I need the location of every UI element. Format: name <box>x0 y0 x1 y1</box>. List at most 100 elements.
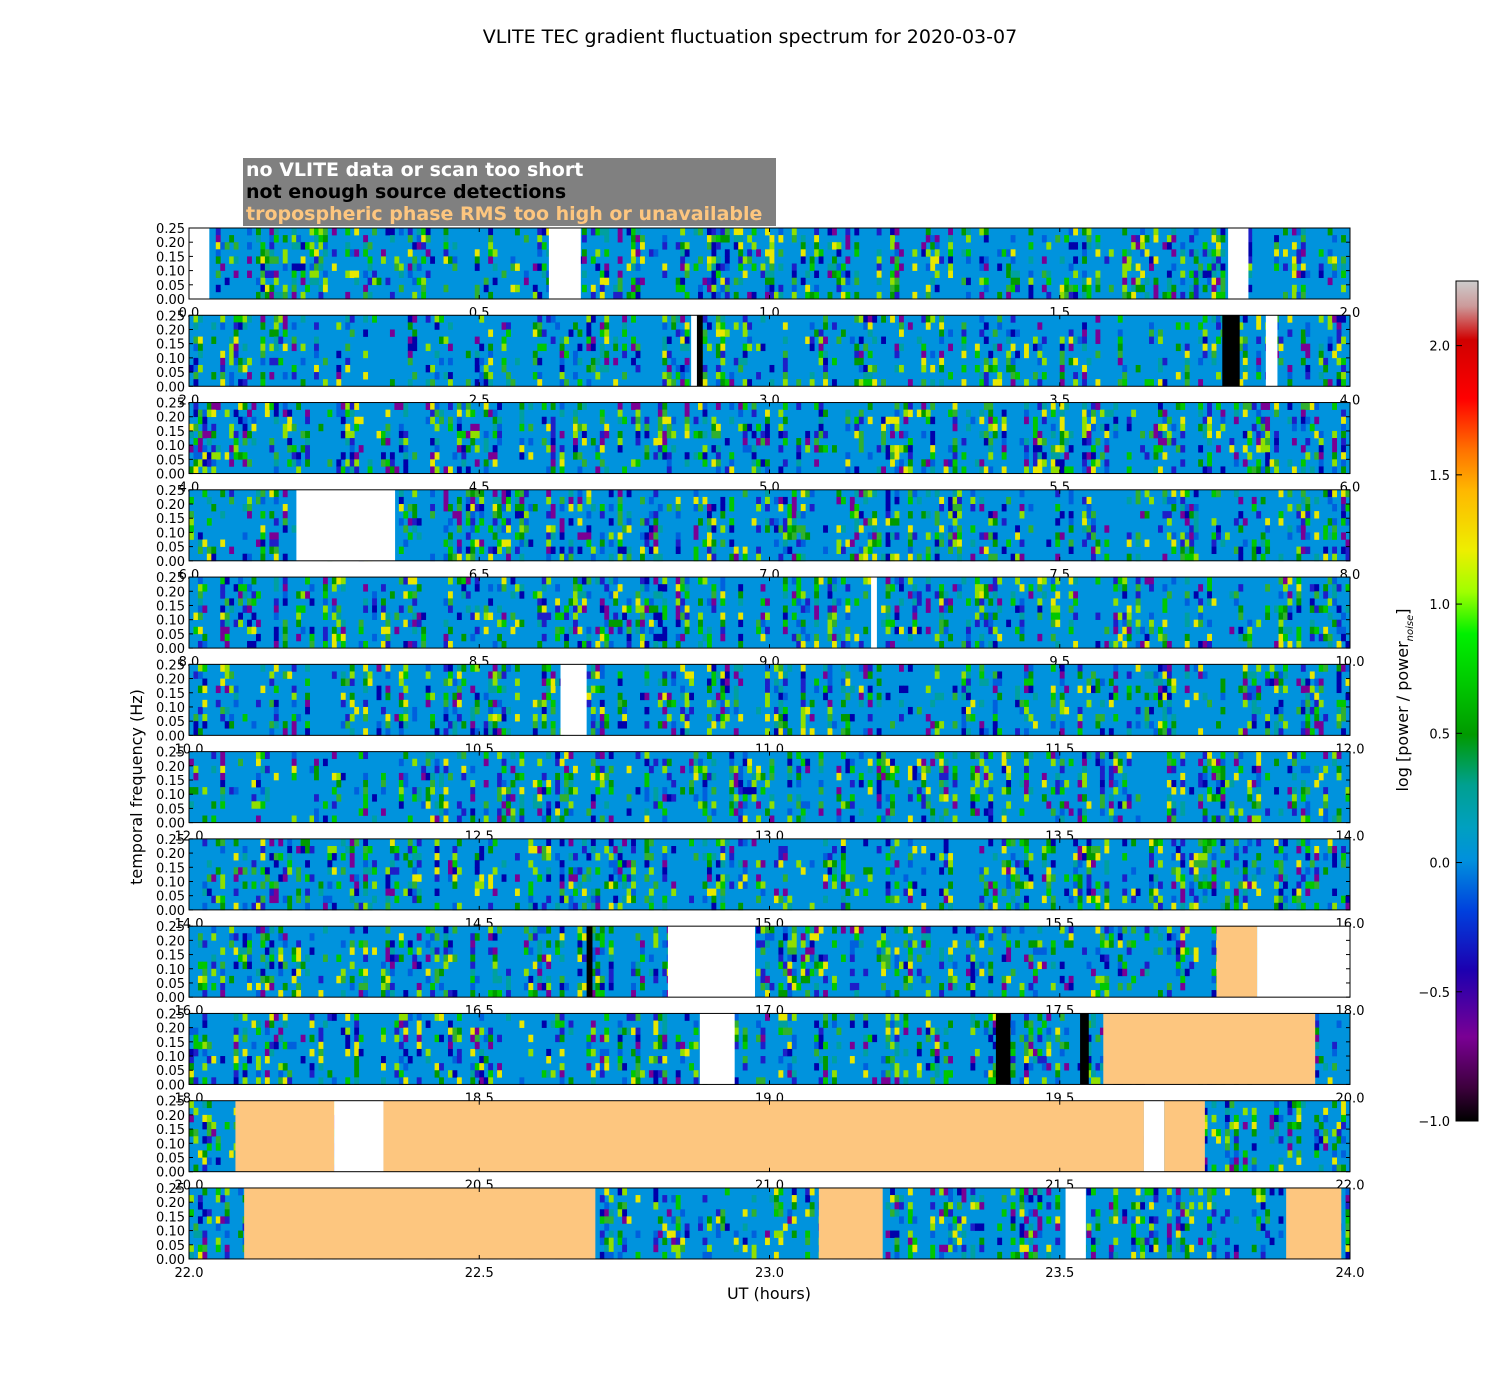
spectrum-cell <box>314 249 319 256</box>
spectrum-cell <box>756 438 761 445</box>
spectrum-cell <box>283 235 288 242</box>
spectrum-cell <box>1167 242 1172 249</box>
spectrum-cell <box>662 641 667 648</box>
spectrum-cell <box>1028 228 1033 235</box>
spectrum-cell <box>711 584 716 591</box>
spectrum-cell <box>202 664 207 671</box>
spectrum-cell <box>377 278 382 285</box>
spectrum-cell <box>461 577 466 584</box>
spectrum-cell <box>220 511 225 518</box>
spectrum-cell <box>363 292 368 299</box>
spectrum-cell <box>296 403 301 410</box>
spectrum-cell <box>1301 344 1306 351</box>
spectrum-cell <box>685 358 690 365</box>
spectrum-cell <box>984 466 989 473</box>
spectrum-cell <box>390 466 395 473</box>
spectrum-cell <box>479 379 484 386</box>
spectrum-cell <box>408 351 413 358</box>
spectrum-cell <box>488 249 493 256</box>
spectrum-cell <box>604 605 609 612</box>
spectrum-cell <box>979 292 984 299</box>
spectrum-cell <box>412 292 417 299</box>
spectrum-cell <box>1180 278 1185 285</box>
spectrum-cell <box>1256 417 1261 424</box>
spectrum-cell <box>506 379 511 386</box>
spectrum-cell <box>711 540 716 547</box>
spectrum-cell <box>1323 714 1328 721</box>
spectrum-cell <box>828 679 833 686</box>
spectrum-cell <box>457 431 462 438</box>
spectrum-cell <box>287 410 292 417</box>
spectrum-cell <box>582 235 587 242</box>
spectrum-cell <box>225 278 230 285</box>
spectrum-cell <box>385 634 390 641</box>
spectrum-cell <box>774 540 779 547</box>
spectrum-cell <box>252 424 257 431</box>
spectrum-cell <box>738 584 743 591</box>
spectrum-cell <box>1069 540 1074 547</box>
spectrum-cell <box>220 707 225 714</box>
spectrum-cell <box>1162 358 1167 365</box>
spectrum-cell <box>292 337 297 344</box>
spectrum-cell <box>899 584 904 591</box>
spectrum-cell <box>238 417 243 424</box>
spectrum-cell <box>207 403 212 410</box>
spectrum-cell <box>778 525 783 532</box>
spectrum-cell <box>394 403 399 410</box>
spectrum-cell <box>1078 728 1083 735</box>
spectrum-cell <box>430 490 435 497</box>
spectrum-cell <box>1011 344 1016 351</box>
spectrum-cell <box>470 490 475 497</box>
spectrum-cell <box>1145 641 1150 648</box>
spectrum-cell <box>269 403 274 410</box>
spectrum-cell <box>1127 671 1132 678</box>
spectrum-cell <box>979 410 984 417</box>
spectrum-cell <box>1243 664 1248 671</box>
spectrum-cell <box>694 417 699 424</box>
spectrum-cell <box>341 721 346 728</box>
spectrum-cell <box>493 410 498 417</box>
spectrum-cell <box>341 679 346 686</box>
spectrum-cell <box>1158 403 1163 410</box>
spectrum-cell <box>537 591 542 598</box>
spectrum-cell <box>260 497 265 504</box>
spectrum-cell <box>475 445 480 452</box>
spectrum-cell <box>618 679 623 686</box>
spectrum-cell <box>1127 417 1132 424</box>
spectrum-cell <box>274 598 279 605</box>
spectrum-cell <box>863 728 868 735</box>
spectrum-cell <box>747 249 752 256</box>
spectrum-cell <box>823 337 828 344</box>
spectrum-cell <box>484 459 489 466</box>
spectrum-cell <box>1082 424 1087 431</box>
spectrum-cell <box>640 605 645 612</box>
spectrum-cell <box>301 315 306 322</box>
spectrum-cell <box>1171 497 1176 504</box>
spectrum-cell <box>680 285 685 292</box>
spectrum-cell <box>421 242 426 249</box>
spectrum-cell <box>336 605 341 612</box>
spectrum-cell <box>1185 700 1190 707</box>
spectrum-cell <box>546 490 551 497</box>
spectrum-cell <box>314 759 319 766</box>
spectrum-cell <box>1011 285 1016 292</box>
spectrum-cell <box>953 693 958 700</box>
spectrum-cell <box>305 438 310 445</box>
spectrum-cell <box>1149 693 1154 700</box>
spectrum-cell <box>778 728 783 735</box>
spectrum-cell <box>765 693 770 700</box>
spectrum-cell <box>886 584 891 591</box>
spectrum-cell <box>247 554 252 561</box>
spectrum-cell <box>845 634 850 641</box>
spectrum-cell <box>1287 598 1292 605</box>
spectrum-cell <box>765 285 770 292</box>
spectrum-cell <box>1136 584 1141 591</box>
spectrum-cell <box>1024 707 1029 714</box>
spectrum-cell <box>604 249 609 256</box>
spectrum-cell <box>564 554 569 561</box>
spectrum-cell <box>269 511 274 518</box>
spectrum-cell <box>582 438 587 445</box>
spectrum-cell <box>832 379 837 386</box>
spectrum-cell <box>220 773 225 780</box>
spectrum-cell <box>778 292 783 299</box>
